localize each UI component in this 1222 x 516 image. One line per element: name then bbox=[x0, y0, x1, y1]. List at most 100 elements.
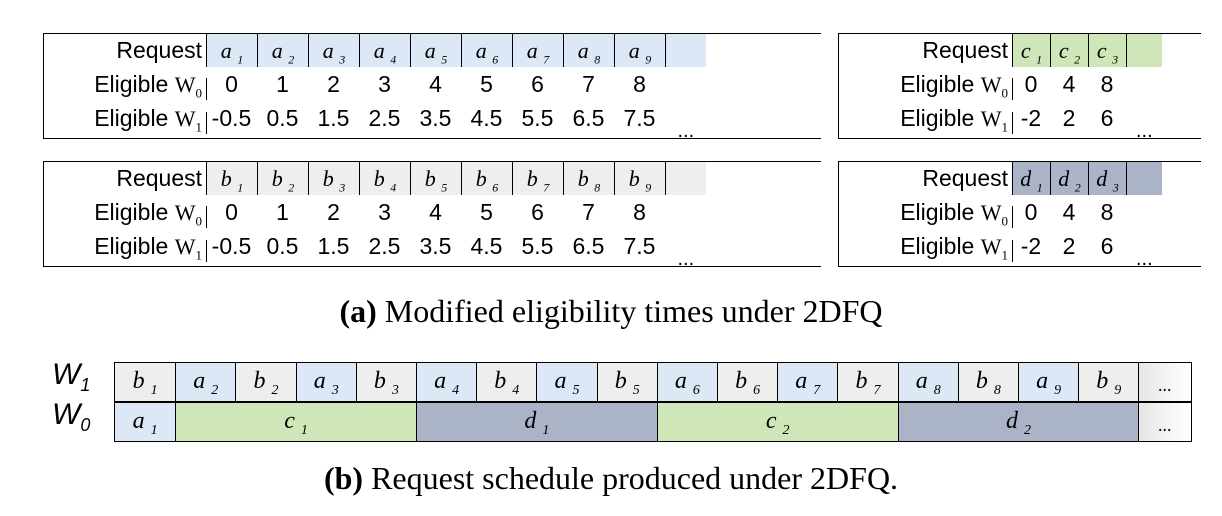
eligible-w1-value: -2 bbox=[1020, 105, 1042, 131]
request-cell-d1: d 1 bbox=[1012, 162, 1050, 195]
request-cell-more bbox=[1126, 34, 1162, 67]
eligible-w1-value: -0.5 bbox=[211, 105, 252, 131]
request-cell-a1: a 1 bbox=[206, 34, 257, 67]
caption-a-tag: (a) bbox=[339, 293, 377, 329]
schedule-w1-cell-b6: b 6 bbox=[717, 363, 778, 401]
eligible-w1-value: -2 bbox=[1020, 233, 1042, 259]
schedule-w1-cell-a5: a 5 bbox=[536, 363, 597, 401]
request-cell-a9: a 9 bbox=[614, 34, 665, 67]
eligible-w0-value: 0 bbox=[225, 71, 238, 97]
request-cell-b2: b 2 bbox=[257, 162, 308, 195]
eligible-w0-value: 0 bbox=[225, 199, 238, 225]
eligible-w0-value: 4 bbox=[1062, 71, 1076, 97]
row-label-eligible-w1: Eligible W1 bbox=[94, 105, 202, 135]
eligible-w0-value: 8 bbox=[633, 199, 646, 225]
request-cell-d2: d 2 bbox=[1050, 162, 1088, 195]
panel-c: Request Eligible W0 Eligible W1 c 1 0 -2 c 2 4 2… bbox=[838, 33, 1201, 142]
schedule-w1-cell-b3: b 3 bbox=[355, 363, 416, 401]
schedule-w1-cell-a2: a 2 bbox=[175, 363, 236, 401]
row-label-request: Request bbox=[922, 37, 1008, 63]
schedule-w1-cell-a4: a 4 bbox=[416, 363, 477, 401]
label-separator-eligible bbox=[1012, 206, 1013, 228]
label-separator-eligible bbox=[1012, 112, 1013, 134]
request-cell-b6: b 6 bbox=[461, 162, 512, 195]
eligible-w1-value: 2.5 bbox=[368, 233, 401, 259]
schedule-w1-label: W1 bbox=[52, 358, 91, 395]
eligible-w1-value: 6 bbox=[1100, 233, 1114, 259]
schedule-w0-cell-c2: c 2 bbox=[656, 403, 898, 441]
eligible-w1-value: 4.5 bbox=[470, 105, 503, 131]
eligible-w1-value: 6.5 bbox=[572, 105, 605, 131]
eligible-w0-value: 8 bbox=[1100, 199, 1114, 225]
schedule-w1-cell-b1: b 1 bbox=[115, 363, 176, 401]
eligible-w1-value: 6.5 bbox=[572, 233, 605, 259]
eligible-w1-value: 0.5 bbox=[266, 105, 299, 131]
request-cell-a5: a 5 bbox=[410, 34, 461, 67]
ellipsis: ... bbox=[1136, 248, 1153, 270]
eligible-w0-value: 8 bbox=[1100, 71, 1114, 97]
row-label-eligible-w1: Eligible W1 bbox=[900, 233, 1008, 263]
schedule-w1-cell-b7: b 7 bbox=[837, 363, 898, 401]
eligible-w0-value: 4 bbox=[1062, 199, 1076, 225]
schedule-w1-cell-b5: b 5 bbox=[596, 363, 657, 401]
schedule-w0-cell-d2: d 2 bbox=[897, 403, 1139, 441]
eligible-w1-value: 6 bbox=[1100, 105, 1114, 131]
schedule-w0-cell-a1: a 1 bbox=[115, 403, 176, 441]
request-cell-d3: d 3 bbox=[1088, 162, 1126, 195]
eligible-w0-value: 5 bbox=[480, 199, 493, 225]
row-label-eligible-w1: Eligible W1 bbox=[94, 233, 202, 263]
label-separator-eligible bbox=[1012, 78, 1013, 100]
request-cell-b7: b 7 bbox=[512, 162, 563, 195]
caption-b-tag: (b) bbox=[323, 460, 364, 496]
row-label-eligible-w0: Eligible W0 bbox=[94, 71, 202, 101]
schedule-w1-cell-a3: a 3 bbox=[295, 363, 356, 401]
row-label-eligible-w0: Eligible W0 bbox=[900, 71, 1008, 101]
request-cell-b5: b 5 bbox=[410, 162, 461, 195]
request-cell-b4: b 4 bbox=[359, 162, 410, 195]
eligible-w0-value: 6 bbox=[531, 71, 544, 97]
eligible-w0-value: 1 bbox=[276, 71, 289, 97]
eligible-w0-value: 1 bbox=[276, 199, 289, 225]
eligible-w0-value: 0 bbox=[1024, 199, 1038, 225]
schedule-w1-ellipsis: ... bbox=[1138, 363, 1190, 401]
row-label-eligible-w0: Eligible W0 bbox=[900, 199, 1008, 229]
request-cell-more bbox=[665, 162, 706, 195]
request-cell-a3: a 3 bbox=[308, 34, 359, 67]
eligible-w0-value: 0 bbox=[1024, 71, 1038, 97]
schedule-w1-cell-a7: a 7 bbox=[777, 363, 838, 401]
panel-d: Request Eligible W0 Eligible W1 d 1 0 -2 d 2 4 2… bbox=[838, 161, 1201, 270]
row-label-eligible-w1: Eligible W1 bbox=[900, 105, 1008, 135]
label-separator-eligible bbox=[206, 240, 207, 262]
label-separator-eligible bbox=[206, 112, 207, 134]
request-cell-b8: b 8 bbox=[563, 162, 614, 195]
eligible-w0-value: 4 bbox=[429, 199, 442, 225]
eligible-w1-value: 2 bbox=[1062, 233, 1076, 259]
eligible-w1-value: 1.5 bbox=[317, 105, 350, 131]
label-separator-eligible bbox=[206, 78, 207, 100]
request-cell-a4: a 4 bbox=[359, 34, 410, 67]
eligible-w1-value: 3.5 bbox=[419, 105, 452, 131]
schedule-w0-ellipsis: ... bbox=[1138, 403, 1190, 441]
request-cell-a7: a 7 bbox=[512, 34, 563, 67]
eligible-w0-value: 7 bbox=[582, 199, 595, 225]
eligible-w1-value: 2.5 bbox=[368, 105, 401, 131]
schedule-w1-cell-a6: a 6 bbox=[656, 363, 717, 401]
eligible-w1-value: 3.5 bbox=[419, 233, 452, 259]
schedule-w0-cell-d1: d 1 bbox=[416, 403, 657, 441]
eligible-w1-value: 0.5 bbox=[266, 233, 299, 259]
schedule-w1-cell-b9: b 9 bbox=[1078, 363, 1139, 401]
eligible-w0-value: 2 bbox=[327, 199, 340, 225]
row-label-eligible-w0: Eligible W0 bbox=[94, 199, 202, 229]
eligible-w0-value: 8 bbox=[633, 71, 646, 97]
request-cell-b3: b 3 bbox=[308, 162, 359, 195]
schedule-w1-cell-a9: a 9 bbox=[1018, 363, 1079, 401]
row-label-request: Request bbox=[116, 37, 202, 63]
eligible-w1-value: 5.5 bbox=[521, 233, 554, 259]
eligible-w0-value: 6 bbox=[531, 199, 544, 225]
eligible-w1-value: 7.5 bbox=[623, 233, 656, 259]
caption-a-text: Modified eligibility times under 2DFQ bbox=[376, 293, 883, 329]
request-cell-c3: c 3 bbox=[1088, 34, 1126, 67]
schedule-w0-label: W0 bbox=[52, 398, 91, 435]
